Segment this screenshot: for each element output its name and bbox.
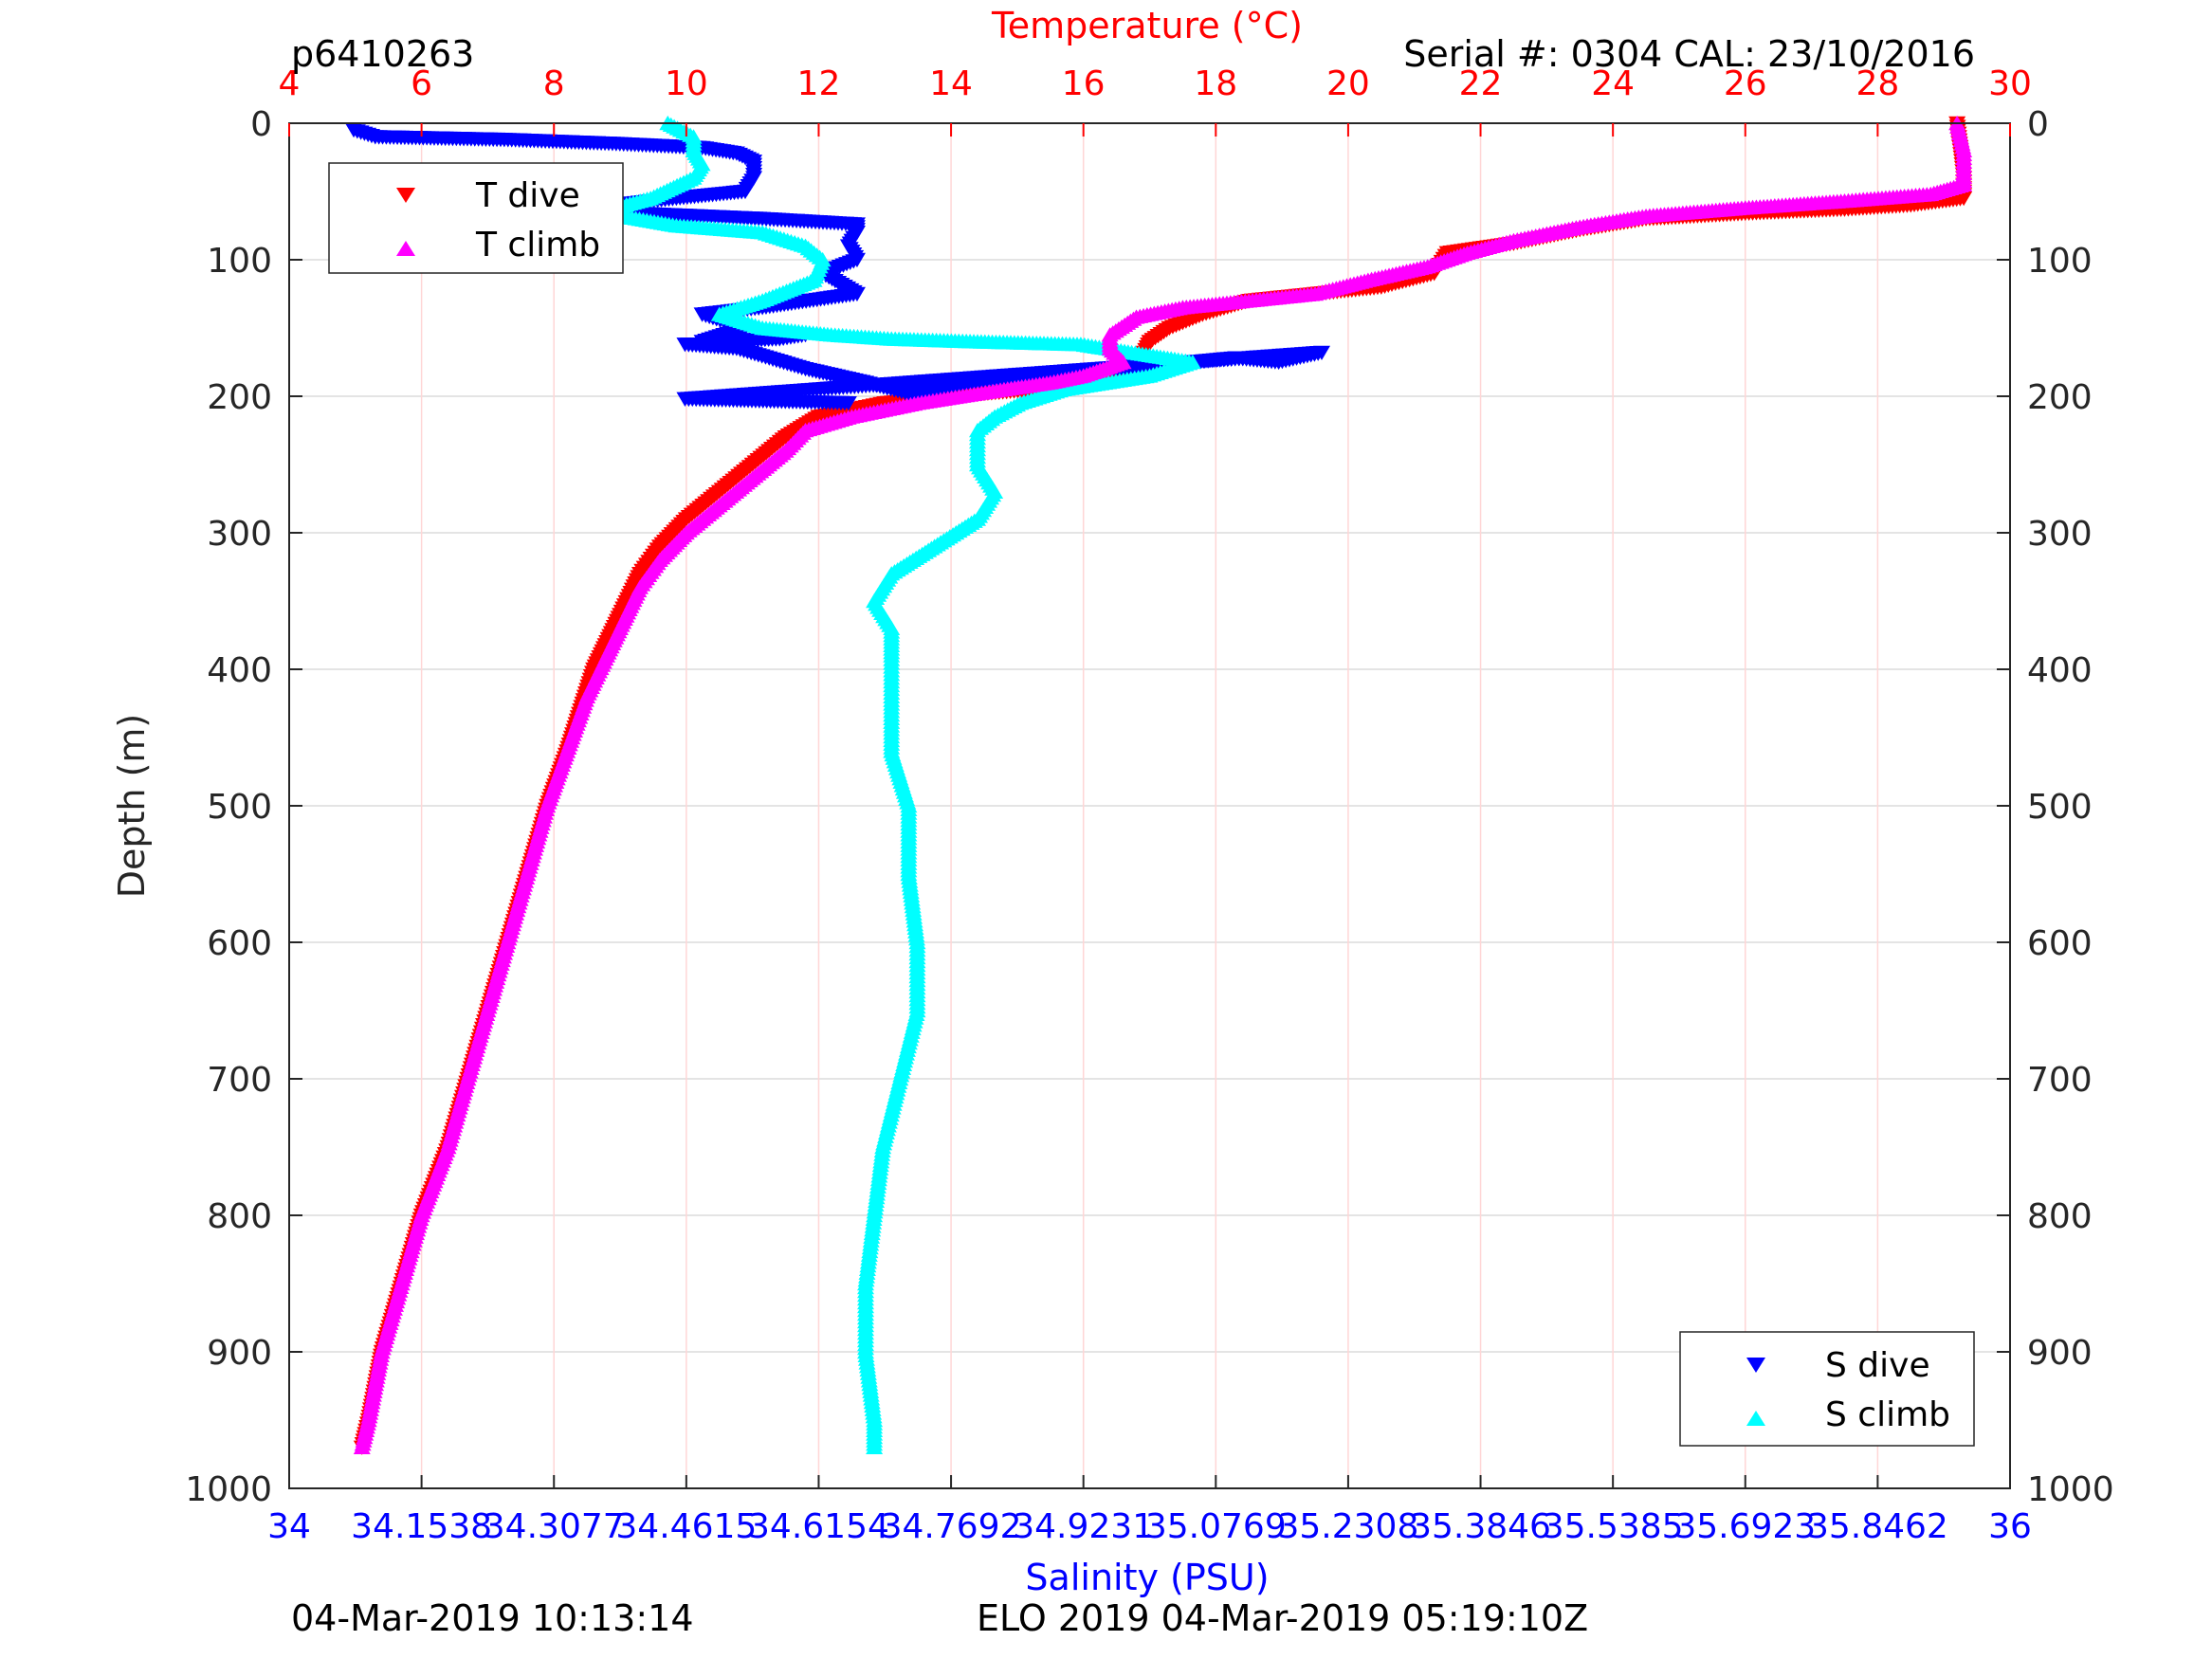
- serial-cal-label: Serial #: 0304 CAL: 23/10/2016: [1403, 33, 1975, 75]
- salinity-tick-label: 34.4615: [615, 1507, 757, 1546]
- legend-t-climb-label: T climb: [475, 226, 600, 264]
- salinity-tick-label: 34.9231: [1013, 1507, 1154, 1546]
- temperature-tick-label: 28: [1856, 64, 1899, 103]
- temperature-tick-label: 18: [1194, 64, 1237, 103]
- temperature-tick-label: 22: [1459, 64, 1503, 103]
- profile-id-label: p6410263: [291, 33, 474, 75]
- depth-tick-label-left: 500: [207, 788, 272, 827]
- depth-tick-label-left: 400: [207, 651, 272, 690]
- depth-tick-label-right: 900: [2027, 1334, 2093, 1373]
- salinity-axis-title: Salinity (PSU): [1025, 1557, 1269, 1598]
- marks-layer: [345, 115, 1973, 1455]
- depth-tick-label-left: 300: [207, 515, 272, 554]
- legend-s-climb-marker: [1746, 1411, 1765, 1426]
- legend-t-dive-marker: [396, 188, 415, 203]
- temperature-tick-label: 26: [1724, 64, 1767, 103]
- s-climb-marker: [866, 1439, 884, 1454]
- depth-tick-label-right: 700: [2027, 1061, 2093, 1100]
- salinity-tick-label: 35.2308: [1277, 1507, 1418, 1546]
- depth-tick-label-right: 200: [2027, 378, 2093, 417]
- temperature-axis-title: Temperature (°C): [991, 5, 1303, 46]
- depth-tick-label-right: 100: [2027, 242, 2093, 281]
- temperature-tick-label: 14: [929, 64, 973, 103]
- temperature-tick-label: 4: [279, 64, 301, 103]
- depth-tick-label-right: 800: [2027, 1197, 2093, 1236]
- depth-tick-label-right: 400: [2027, 651, 2093, 690]
- salinity-tick-label: 34.3077: [484, 1507, 625, 1546]
- depth-tick-label-left: 600: [207, 924, 272, 963]
- temperature-tick-label: 16: [1062, 64, 1106, 103]
- depth-tick-label-left: 800: [207, 1197, 272, 1236]
- t-climb-marker: [353, 1439, 371, 1454]
- legend-t-dive-label: T dive: [475, 176, 580, 215]
- legend-temperature: T dive T climb: [328, 162, 624, 274]
- ticks-layer: 0 0 100 100 200 200 300 300 400 400 500 500 600 600 70…: [185, 64, 2113, 1546]
- temperature-tick-label: 30: [1988, 64, 2032, 103]
- temperature-tick-label: 24: [1591, 64, 1635, 103]
- legend-salinity: S dive S climb: [1679, 1331, 1975, 1447]
- legend-s-dive-label: S dive: [1825, 1346, 1930, 1385]
- salinity-tick-label: 36: [1988, 1507, 2032, 1546]
- salinity-tick-label: 34.6154: [748, 1507, 889, 1546]
- temperature-tick-label: 6: [411, 64, 432, 103]
- salinity-tick-label: 35.8462: [1807, 1507, 1948, 1546]
- s-dive-marker: [839, 396, 857, 411]
- legend-salinity-box: [1679, 1331, 1975, 1447]
- temperature-tick-label: 20: [1326, 64, 1370, 103]
- depth-tick-label-right: 500: [2027, 788, 2093, 827]
- salinity-tick-label: 34.1538: [351, 1507, 492, 1546]
- legend-s-dive-marker: [1746, 1358, 1765, 1373]
- temperature-tick-label: 8: [543, 64, 565, 103]
- depth-tick-label-left: 900: [207, 1334, 272, 1373]
- depth-tick-label-right: 300: [2027, 515, 2093, 554]
- salinity-tick-label: 35.5385: [1543, 1507, 1684, 1546]
- footer-mission-label: ELO 2019 04-Mar-2019 05:19:10Z: [977, 1597, 1588, 1639]
- depth-tick-label-left: 1000: [185, 1470, 272, 1509]
- legend-s-climb-label: S climb: [1825, 1395, 1950, 1434]
- salinity-tick-label: 34: [267, 1507, 311, 1546]
- salinity-tick-label: 34.7692: [881, 1507, 1022, 1546]
- legend-temperature-box: [328, 162, 624, 274]
- depth-tick-label-left: 100: [207, 242, 272, 281]
- depth-tick-label-right: 600: [2027, 924, 2093, 963]
- footer-timestamp: 04-Mar-2019 10:13:14: [291, 1597, 694, 1639]
- depth-tick-label-left: 0: [250, 105, 272, 144]
- temperature-tick-label: 12: [797, 64, 841, 103]
- salinity-tick-label: 35.0769: [1145, 1507, 1287, 1546]
- depth-axis-title: Depth (m): [111, 714, 153, 899]
- depth-tick-label-right: 1000: [2027, 1470, 2114, 1509]
- salinity-tick-label: 35.6923: [1674, 1507, 1816, 1546]
- temperature-tick-label: 10: [665, 64, 708, 103]
- depth-tick-label-left: 700: [207, 1061, 272, 1100]
- legend-t-climb-marker: [396, 241, 415, 256]
- salinity-tick-label: 35.3846: [1410, 1507, 1551, 1546]
- depth-tick-label-left: 200: [207, 378, 272, 417]
- depth-tick-label-right: 0: [2027, 105, 2049, 144]
